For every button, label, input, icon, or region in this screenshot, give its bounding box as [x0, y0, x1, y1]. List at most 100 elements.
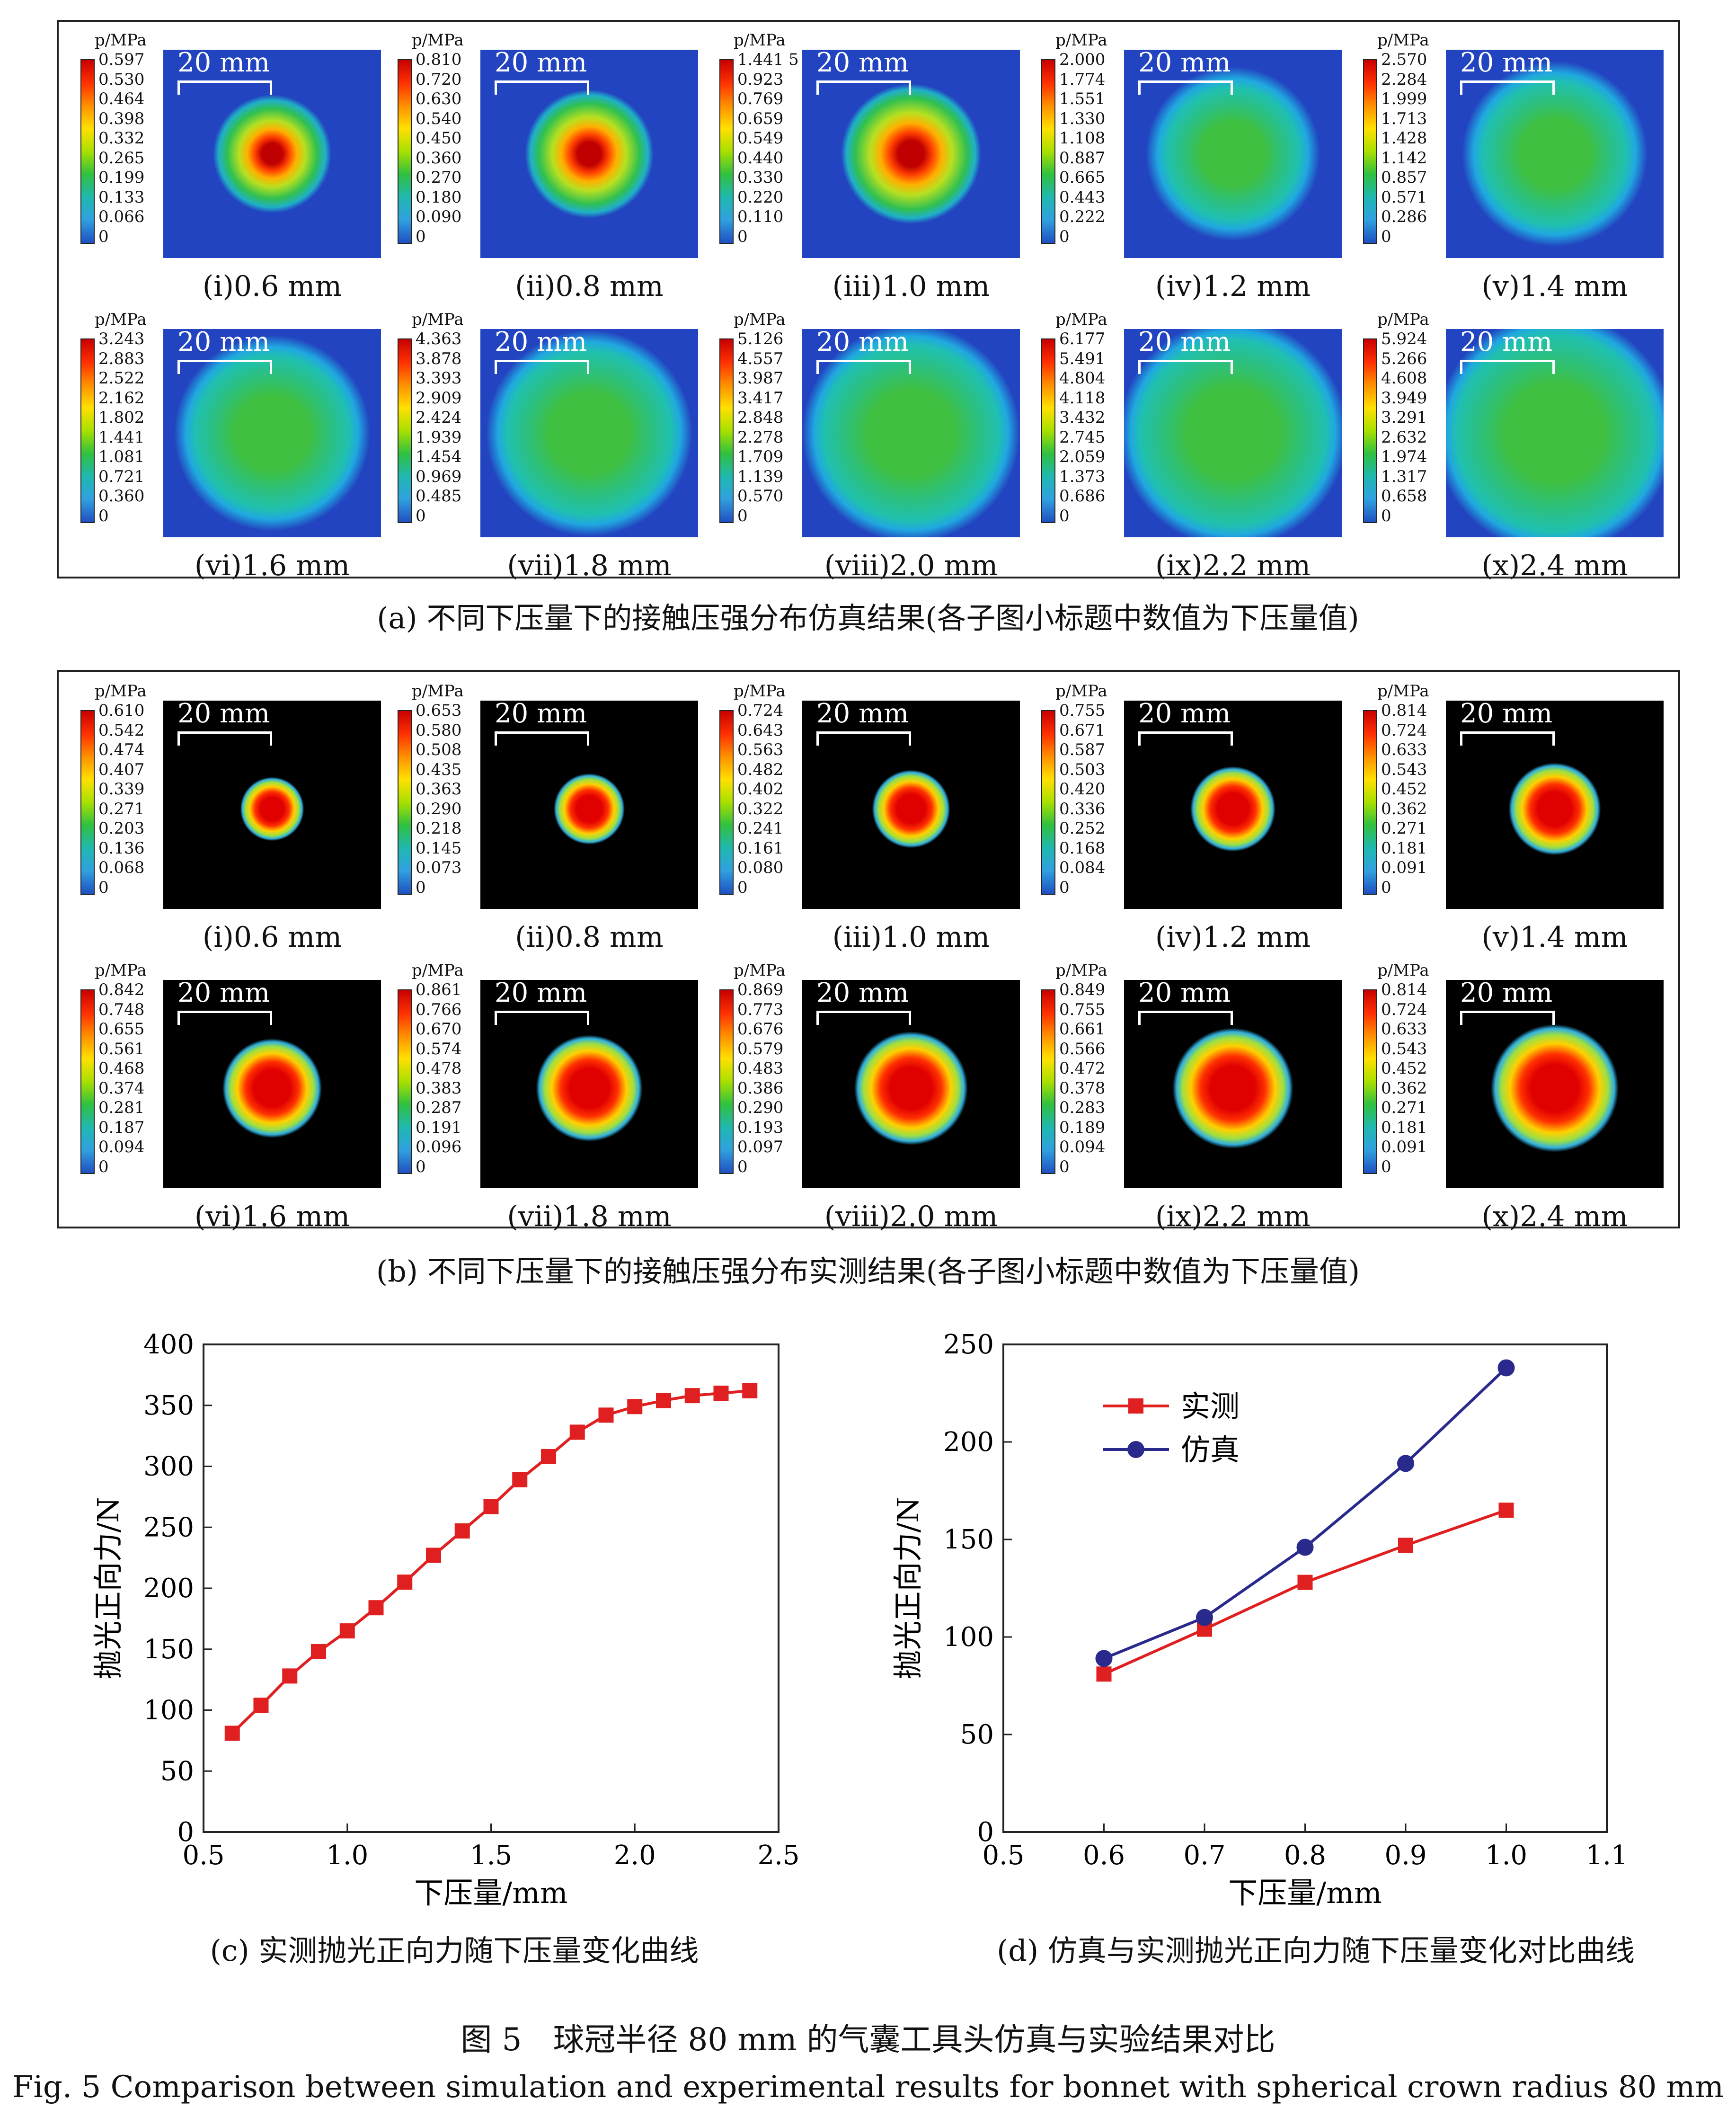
colorbar-tick-label: 0.724 [1381, 721, 1427, 740]
colorbar-tick-label: 0 [98, 878, 109, 897]
colorbar-tick-label: 5.491 [1059, 349, 1106, 368]
colorbar-tick-label: 5.924 [1381, 329, 1427, 348]
y-tick-label: 200 [943, 1427, 994, 1458]
colorbar-tick-label: 0.220 [737, 187, 784, 207]
y-tick-label: 0 [977, 1817, 994, 1848]
colorbar-tick-label: 2.883 [98, 349, 145, 368]
colorbar-tick-label: 0.443 [1059, 187, 1106, 207]
colorbar-unit: p/MPa [1377, 682, 1429, 701]
colorbar-tick-label: 0.549 [737, 129, 784, 148]
colorbar-tick-label: 0.145 [416, 838, 462, 858]
x-tick-label: 0.8 [1284, 1840, 1326, 1871]
x-tick-label: 1.5 [470, 1840, 512, 1871]
colorbar-tick-label: 0.193 [737, 1118, 784, 1137]
colorbar-tick-label: 0.724 [737, 701, 784, 720]
data-point [397, 1574, 413, 1590]
colorbar-tick-label: 0.508 [416, 740, 462, 759]
colorbar-tick-label: 3.243 [98, 329, 145, 348]
colorbar-tick-label: 0.096 [416, 1138, 462, 1156]
colorbar-tick-label: 0.755 [1059, 701, 1106, 720]
scale-bar-label: 20 mm [177, 978, 270, 1008]
subplot-label: (ix)2.2 mm [1155, 549, 1311, 582]
colorbar-tick-label: 0.969 [416, 467, 462, 486]
legend-label: 仿真 [1181, 1432, 1240, 1467]
colorbar-gradient [398, 338, 412, 523]
colorbar-tick-label: 0 [1381, 506, 1391, 525]
colorbar-tick-label: 0.543 [1381, 1039, 1427, 1059]
colorbar-tick-label: 0.655 [98, 1020, 145, 1039]
data-point [742, 1383, 758, 1398]
scale-bar-label: 20 mm [816, 47, 909, 78]
colorbar-tick-label: 3.878 [416, 349, 462, 368]
y-axis-label: 抛光正向力/N [91, 1497, 125, 1679]
scale-bar-label: 20 mm [1138, 327, 1231, 357]
scale-bar-line [816, 1011, 911, 1025]
colorbar-gradient [1363, 59, 1377, 244]
colorbar-tick-label: 0.530 [98, 70, 145, 89]
colorbar-unit: p/MPa [1377, 310, 1429, 329]
colorbar-tick-label: 1.454 [416, 447, 462, 466]
y-tick-label: 250 [943, 1329, 994, 1360]
colorbar-tick-label: 0.168 [1059, 838, 1106, 858]
y-tick-label: 100 [943, 1622, 994, 1653]
colorbar-tick-label: 1.441 5 [737, 50, 799, 69]
scale-bar-line [1138, 731, 1233, 746]
pressure-heatmap [163, 50, 381, 258]
x-axis-label: 下压量/mm [1228, 1876, 1382, 1910]
data-point [311, 1644, 326, 1659]
colorbar-tick-label: 0.472 [1059, 1059, 1106, 1078]
figure-caption-cn: 图 5 球冠半径 80 mm 的气囊工具头仿真与实验结果对比 [461, 2021, 1275, 2058]
colorbar-gradient [398, 710, 412, 895]
colorbar-tick-label: 0.869 [737, 980, 784, 999]
x-tick-label: 2.0 [614, 1840, 656, 1871]
x-tick-label: 0.6 [1083, 1840, 1125, 1871]
colorbar-tick-label: 0.814 [1381, 701, 1427, 720]
subplot-label: (iv)1.2 mm [1155, 270, 1311, 303]
y-tick-label: 100 [143, 1695, 194, 1726]
colorbar-tick-label: 0.814 [1381, 980, 1427, 999]
colorbar-tick-label: 0.283 [1059, 1098, 1106, 1117]
x-tick-label: 0.5 [982, 1840, 1024, 1871]
y-tick-label: 50 [160, 1756, 194, 1787]
subplot-label: (v)1.4 mm [1481, 921, 1628, 954]
colorbar-tick-label: 0.769 [737, 89, 784, 108]
colorbar-tick-label: 0.755 [1059, 1000, 1106, 1019]
colorbar-tick-label: 0 [1381, 227, 1391, 246]
colorbar-tick-label: 0.671 [1059, 721, 1106, 740]
pressure-heatmap [802, 701, 1020, 909]
colorbar-tick-label: 0 [416, 506, 426, 525]
colorbar-tick-label: 0 [416, 878, 426, 897]
colorbar-tick-label: 0.252 [1059, 819, 1106, 838]
colorbar-tick-label: 3.393 [416, 369, 462, 388]
colorbar-tick-label: 0 [1381, 1157, 1391, 1176]
colorbar-tick-label: 1.709 [737, 447, 784, 466]
data-point [253, 1698, 269, 1713]
colorbar-tick-label: 0.597 [98, 50, 145, 69]
pressure-heatmap [163, 701, 381, 909]
data-point [684, 1388, 700, 1404]
colorbar-gradient [719, 989, 734, 1174]
colorbar-tick-label: 3.291 [1381, 408, 1427, 427]
x-tick-label: 1.1 [1585, 1840, 1628, 1871]
scale-bar-line [1460, 360, 1555, 374]
colorbar-tick-label: 0.574 [416, 1039, 462, 1059]
colorbar-tick-label: 0.773 [737, 1000, 784, 1019]
colorbar-tick-label: 0.474 [98, 740, 145, 759]
chart-c-caption: (c) 实测抛光正向力随下压量变化曲线 [210, 1933, 699, 1968]
scale-bar-label: 20 mm [1460, 978, 1553, 1008]
series-line [1103, 1509, 1507, 1676]
colorbar-tick-label: 0.080 [737, 858, 784, 877]
x-tick-label: 0.9 [1384, 1840, 1426, 1871]
colorbar-tick-label: 0.360 [98, 487, 145, 506]
colorbar-unit: p/MPa [412, 682, 464, 701]
colorbar-tick-label: 0.580 [416, 721, 462, 740]
colorbar-unit: p/MPa [412, 31, 464, 50]
colorbar-tick-label: 4.804 [1059, 369, 1106, 388]
colorbar-gradient [1363, 710, 1377, 895]
colorbar-tick-label: 2.570 [1381, 50, 1427, 69]
colorbar-tick-label: 0.378 [1059, 1078, 1106, 1098]
pressure-heatmap [1124, 50, 1342, 258]
plot-frame [203, 1343, 779, 1833]
colorbar-tick-label: 0.187 [98, 1118, 145, 1137]
colorbar-tick-label: 0.281 [98, 1098, 145, 1117]
